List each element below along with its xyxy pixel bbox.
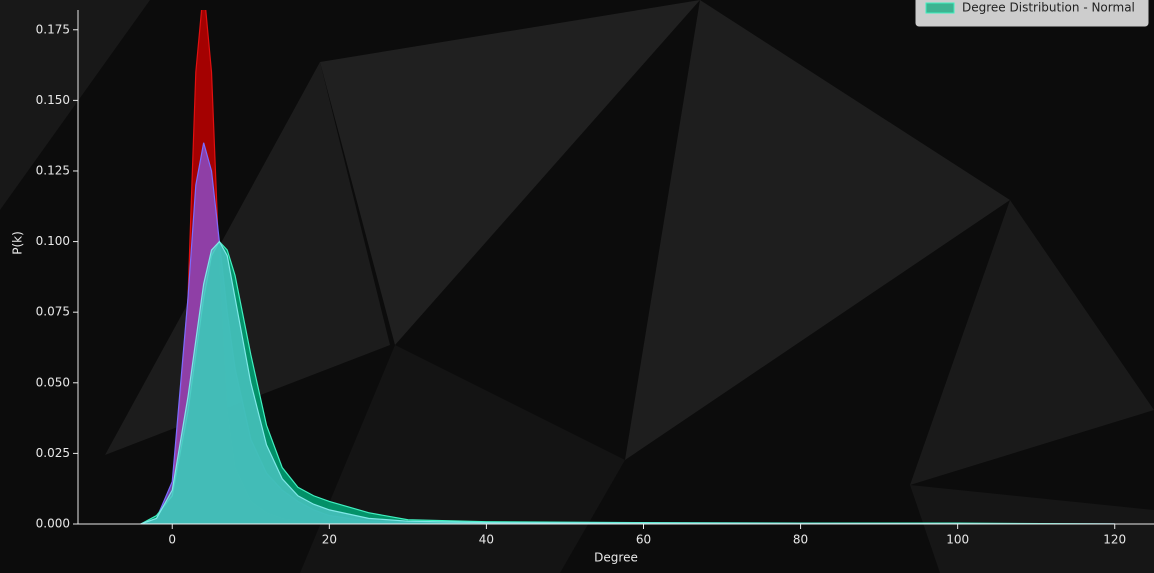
x-tick-label: 60 <box>636 533 651 547</box>
y-tick-label: 0.025 <box>36 446 70 460</box>
y-tick-label: 0.175 <box>36 22 70 36</box>
x-tick-label: 20 <box>322 533 337 547</box>
y-tick-label: 0.150 <box>36 93 70 107</box>
y-tick-label: 0.075 <box>36 305 70 319</box>
x-tick-label: 120 <box>1103 533 1126 547</box>
y-axis-label: P(k) <box>11 231 25 255</box>
x-tick-label: 80 <box>793 533 808 547</box>
y-tick-label: 0.125 <box>36 163 70 177</box>
axes: 0 20 40 60 80 100 120 0.000 0.025 0.050 0.075 0.100… <box>36 10 1154 547</box>
y-tick-label: 0.000 <box>36 517 70 531</box>
y-tick-label: 0.100 <box>36 234 70 248</box>
legend-swatch <box>925 2 955 14</box>
y-tick-label: 0.050 <box>36 375 70 389</box>
x-axis-label: Degree <box>594 551 638 565</box>
x-tick-label: 40 <box>479 533 494 547</box>
legend-box <box>915 0 1149 27</box>
x-tick-label: 100 <box>946 533 969 547</box>
legend: Degree Distribution - Normal <box>915 0 1149 27</box>
x-tick-label: 0 <box>168 533 176 547</box>
area <box>140 240 1115 524</box>
plot-area <box>140 10 1115 524</box>
legend-label: Degree Distribution - Normal <box>962 1 1135 15</box>
